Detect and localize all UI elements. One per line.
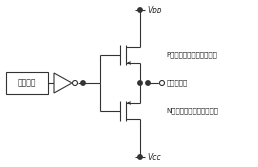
Text: Pチャネル型トランジスタ: Pチャネル型トランジスタ xyxy=(166,52,217,58)
Text: Vᴄᴄ: Vᴄᴄ xyxy=(147,152,161,161)
Bar xyxy=(6,72,48,94)
Circle shape xyxy=(159,80,165,86)
Circle shape xyxy=(81,81,85,85)
Circle shape xyxy=(146,81,150,85)
Text: Nチャネル型トランジスタ: Nチャネル型トランジスタ xyxy=(166,108,218,114)
Text: レジスタ: レジスタ xyxy=(18,78,36,88)
Polygon shape xyxy=(54,73,72,93)
Circle shape xyxy=(72,80,77,86)
Text: Vᴅᴅ: Vᴅᴅ xyxy=(147,6,162,15)
Text: 出力ポート: 出力ポート xyxy=(167,80,188,86)
Circle shape xyxy=(138,81,142,85)
Circle shape xyxy=(138,8,142,12)
Circle shape xyxy=(138,155,142,159)
